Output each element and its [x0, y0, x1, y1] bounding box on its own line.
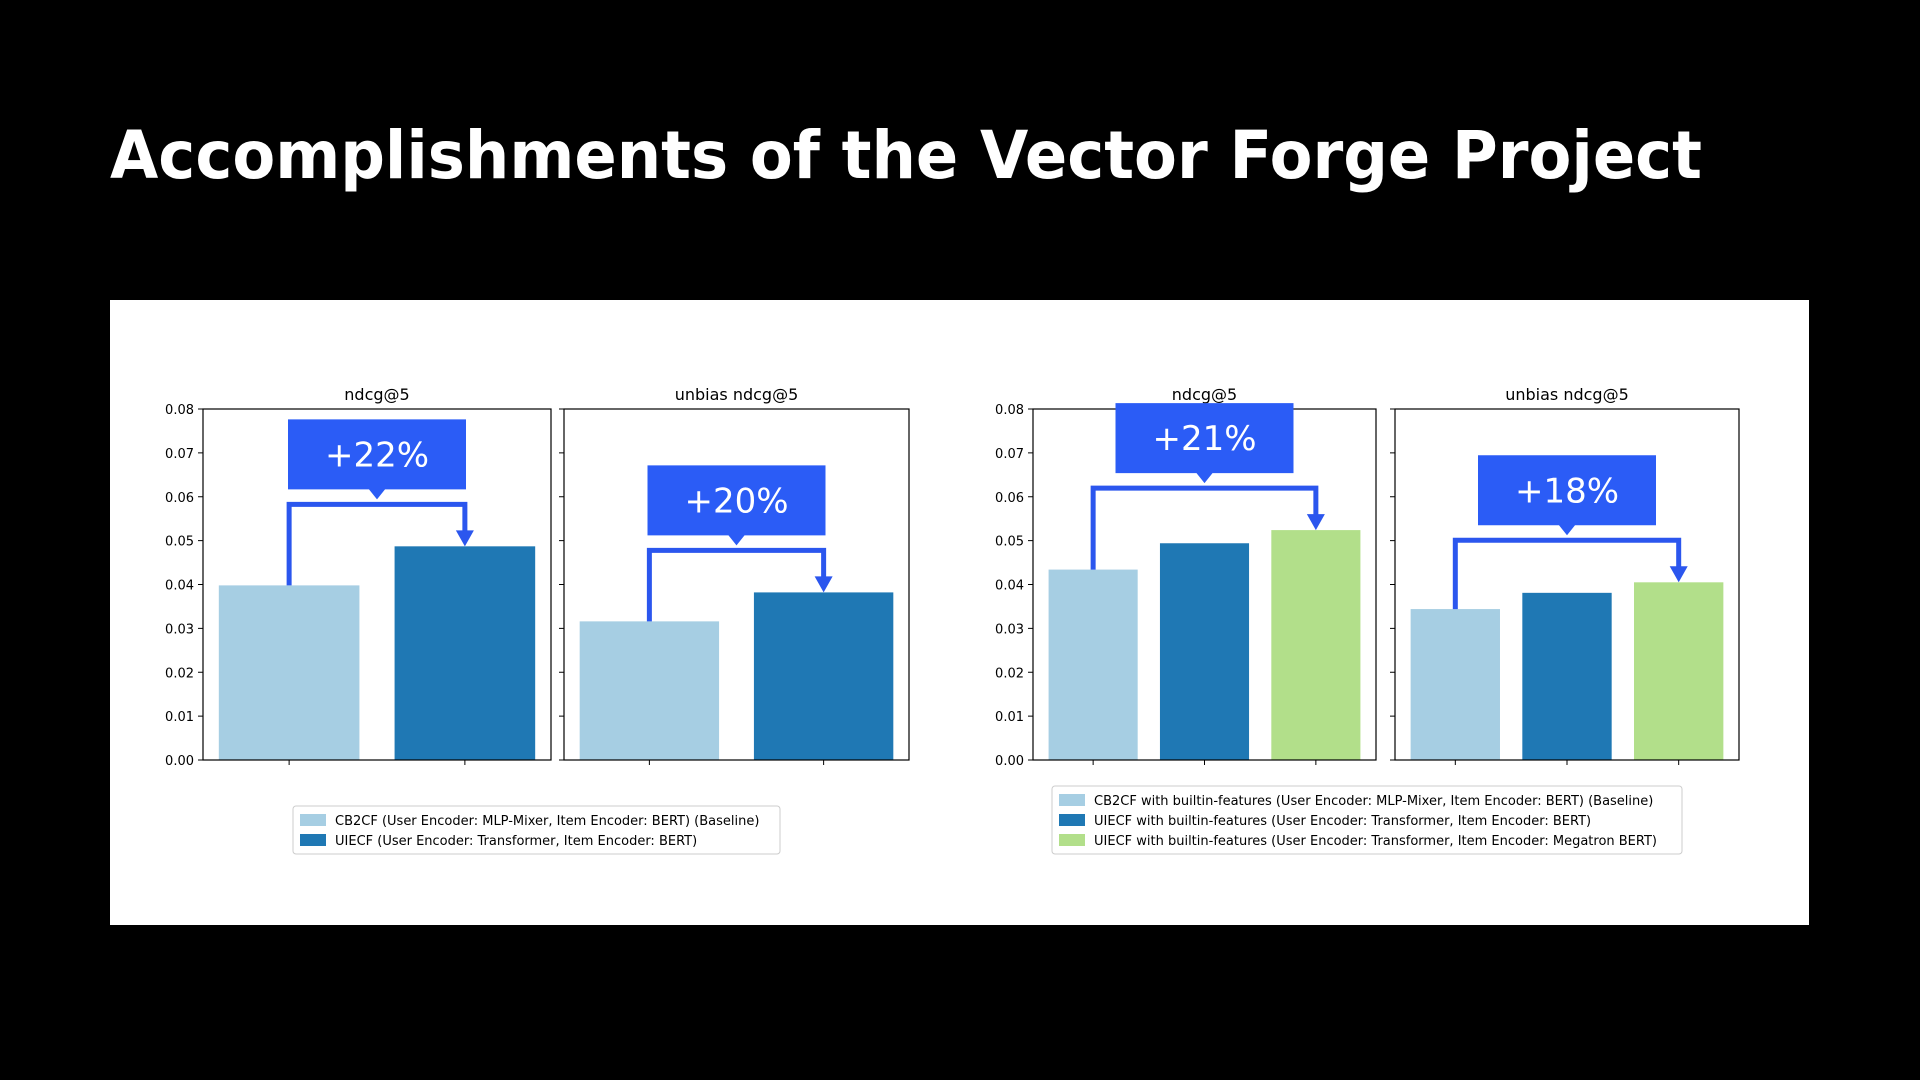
legend-label: CB2CF (User Encoder: MLP-Mixer, Item Enc…: [335, 814, 759, 829]
bar: [753, 592, 894, 760]
y-tick-label: 0.00: [995, 754, 1024, 769]
legend-label: UIECF with builtin-features (User Encode…: [1094, 834, 1657, 849]
y-tick-label: 0.06: [165, 491, 194, 506]
callout-box: [1478, 455, 1656, 536]
bracket: [1090, 485, 1319, 570]
legend-swatch: [1059, 794, 1085, 806]
y-tick-label: 0.08: [165, 403, 194, 418]
y-tick-label: 0.07: [995, 447, 1024, 462]
callout-text: +22%: [325, 435, 429, 475]
y-tick-label: 0.05: [165, 535, 194, 550]
y-tick-label: 0.01: [995, 710, 1024, 725]
bar: [579, 621, 720, 760]
legend-frame: [292, 805, 781, 855]
bar: [1159, 543, 1250, 760]
y-tick-label: 0.05: [995, 535, 1024, 550]
legend-label: CB2CF with builtin-features (User Encode…: [1094, 794, 1653, 809]
bar: [1410, 609, 1500, 760]
y-tick-label: 0.06: [995, 491, 1024, 506]
legend-swatch: [300, 814, 326, 826]
callout-text: +20%: [684, 481, 788, 521]
callout-box: [647, 465, 826, 546]
bracket-arrow: [1306, 514, 1325, 531]
bar: [1522, 592, 1612, 760]
legend-label: UIECF with builtin-features (User Encode…: [1094, 814, 1591, 829]
callout-box: [288, 419, 466, 500]
y-tick-label: 0.02: [165, 666, 194, 681]
y-tick-label: 0.04: [995, 579, 1024, 594]
bracket: [1452, 537, 1682, 610]
axes-frame: [1394, 408, 1740, 761]
callout-text: +21%: [1152, 419, 1256, 459]
y-tick-label: 0.03: [995, 622, 1024, 637]
bracket-arrow: [455, 530, 474, 547]
legend-frame: [1051, 785, 1683, 855]
bar: [394, 546, 536, 760]
chart-title: ndcg@5: [344, 385, 409, 404]
legend-swatch: [300, 834, 326, 846]
y-tick-label: 0.03: [165, 622, 194, 637]
bracket: [286, 501, 468, 586]
legend-swatch: [1059, 834, 1085, 846]
bracket: [646, 547, 827, 622]
callout-box: [1115, 403, 1294, 484]
y-tick-label: 0.04: [165, 579, 194, 594]
chart-title: unbias ndcg@5: [1505, 385, 1629, 404]
bracket-arrow: [814, 576, 833, 593]
y-tick-label: 0.00: [165, 754, 194, 769]
y-tick-label: 0.07: [165, 447, 194, 462]
bar: [1634, 582, 1724, 760]
y-tick-label: 0.01: [165, 710, 194, 725]
bracket-arrow: [1669, 566, 1688, 583]
slide-title: Accomplishments of the Vector Forge Proj…: [110, 117, 1702, 194]
bar: [1048, 569, 1138, 760]
legend-swatch: [1059, 814, 1085, 826]
axes-frame: [202, 408, 552, 761]
axes-frame: [563, 408, 910, 761]
chart-title: ndcg@5: [1172, 385, 1237, 404]
legend-label: UIECF (User Encoder: Transformer, Item E…: [335, 834, 697, 849]
y-tick-label: 0.08: [995, 403, 1024, 418]
bar: [1271, 530, 1361, 760]
y-tick-label: 0.02: [995, 666, 1024, 681]
bar: [218, 585, 360, 760]
callout-text: +18%: [1515, 471, 1619, 511]
chart-title: unbias ndcg@5: [675, 385, 799, 404]
